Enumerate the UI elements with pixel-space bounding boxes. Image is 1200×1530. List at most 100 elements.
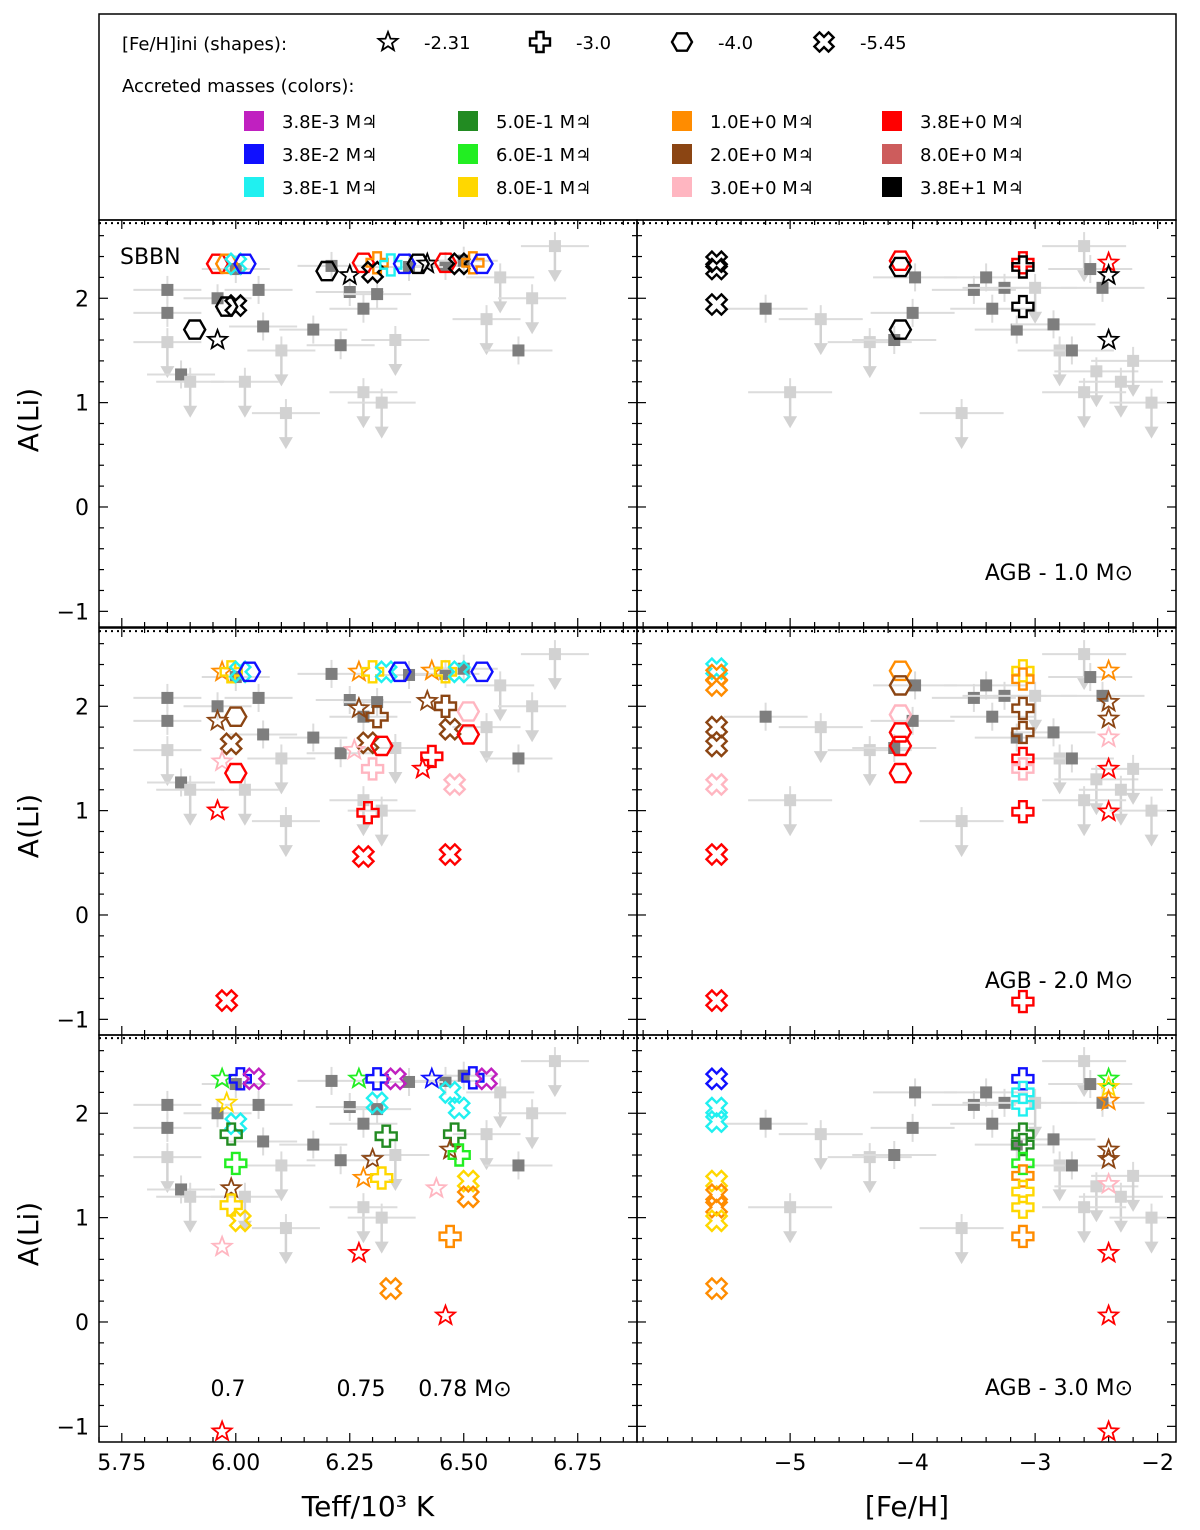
observed-star — [133, 328, 202, 379]
observed-marker — [814, 721, 827, 734]
model-hexagon-marker — [470, 661, 494, 683]
observed-marker — [526, 292, 539, 305]
observed-star — [870, 1113, 955, 1142]
observed-marker — [275, 344, 288, 357]
xtick-label: 6.50 — [439, 1451, 488, 1476]
observed-marker — [1047, 726, 1060, 739]
model-hexagon-marker — [406, 253, 431, 275]
model-hexagon-marker — [888, 675, 913, 696]
legend-color-label: 3.8E-3 M♃ — [282, 112, 377, 133]
observed-marker — [252, 1098, 265, 1111]
model-star-marker — [415, 251, 440, 274]
legend-color-swatch — [672, 111, 692, 131]
legend-color-label: 1.0E+0 M♃ — [710, 112, 814, 133]
observed-marker — [512, 1159, 525, 1172]
observed-marker — [307, 731, 320, 744]
model-cross-marker — [704, 1096, 729, 1120]
observed-star — [1091, 754, 1176, 805]
legend-color-swatch — [244, 144, 264, 164]
model-star-marker — [1096, 1171, 1121, 1195]
observed-marker — [784, 794, 797, 807]
observed-star — [147, 768, 216, 797]
observed-star — [993, 1088, 1078, 1139]
observed-marker — [1078, 240, 1091, 253]
observed-marker — [1078, 1055, 1091, 1068]
observed-marker — [906, 306, 919, 319]
panel-1-teff: −1 0 1 2 — [57, 219, 638, 628]
model-cross-marker — [379, 1276, 403, 1301]
observed-star — [1042, 786, 1127, 837]
observed-star — [723, 1109, 808, 1138]
observed-marker — [759, 302, 772, 315]
observed-marker — [357, 386, 370, 399]
model-cross-marker — [447, 659, 472, 684]
observed-marker — [334, 1154, 347, 1167]
ytick-label: 1 — [75, 392, 89, 417]
observed-marker — [161, 1121, 174, 1134]
model-plus-marker — [1011, 800, 1035, 824]
model-star-marker — [1096, 1146, 1121, 1170]
model-plus-marker — [1011, 720, 1035, 745]
model-cross-marker — [704, 988, 729, 1013]
observed-marker — [494, 1086, 507, 1099]
model-cross-marker — [704, 1195, 729, 1220]
observed-star — [919, 807, 1004, 858]
model-star-marker — [346, 1240, 371, 1264]
observed-marker — [1078, 794, 1091, 807]
observed-star — [944, 1078, 1029, 1107]
observed-star — [183, 692, 252, 721]
model-plus-marker — [1011, 1164, 1035, 1188]
observed-star — [1011, 1125, 1096, 1154]
model-cross-marker — [704, 673, 729, 698]
observed-star — [1060, 273, 1145, 302]
observed-marker — [375, 396, 388, 409]
observed-star — [466, 1078, 535, 1129]
model-cross-marker — [704, 1182, 729, 1207]
observed-marker — [389, 334, 402, 347]
model-star-marker — [205, 798, 230, 821]
legend-color-swatch — [244, 177, 264, 197]
observed-marker — [257, 1135, 270, 1148]
observed-star — [484, 1151, 553, 1180]
mass-label-0-78: 0.78 M⊙ — [418, 1377, 511, 1402]
observed-marker — [257, 320, 270, 333]
observed-marker — [906, 1121, 919, 1134]
observed-marker — [759, 710, 772, 723]
observed-marker — [1127, 1169, 1140, 1182]
model-cross-marker — [224, 293, 248, 318]
model-hexagon-marker — [237, 661, 262, 683]
model-cross-marker — [374, 659, 398, 684]
observed-star — [306, 331, 375, 360]
model-star-marker — [219, 1175, 244, 1199]
legend-color-swatch — [882, 177, 902, 197]
observed-star — [778, 1120, 863, 1171]
legend-color-label: 6.0E-1 M♃ — [496, 145, 591, 166]
ytick-label: −1 — [57, 1008, 89, 1033]
observed-star — [498, 1099, 567, 1150]
observed-star — [133, 1113, 202, 1142]
legend-color-label: 3.0E+0 M♃ — [710, 178, 814, 199]
xtick-label: −4 — [896, 1451, 928, 1476]
model-cross-marker — [224, 1111, 248, 1136]
observed-star — [873, 671, 958, 700]
observed-star — [1042, 232, 1127, 283]
observed-marker — [955, 407, 968, 420]
observed-star — [993, 273, 1078, 324]
model-cross-marker — [442, 772, 467, 797]
observed-star — [919, 1214, 1004, 1265]
observed-marker — [1065, 344, 1078, 357]
observed-marker — [494, 679, 507, 692]
observed-marker — [279, 1222, 292, 1235]
ytick-label: 0 — [75, 496, 89, 521]
model-star-marker — [438, 1137, 463, 1160]
observed-star — [133, 706, 202, 735]
observed-marker — [161, 744, 174, 757]
observed-marker — [375, 1211, 388, 1224]
observed-marker — [371, 288, 384, 301]
observed-marker — [480, 1128, 493, 1141]
panel-2-teff: −1 0 1 2 — [57, 627, 638, 1036]
observed-marker — [1090, 365, 1103, 378]
observed-marker — [1078, 386, 1091, 399]
model-star-marker — [1096, 1137, 1121, 1160]
observed-star — [343, 688, 412, 717]
